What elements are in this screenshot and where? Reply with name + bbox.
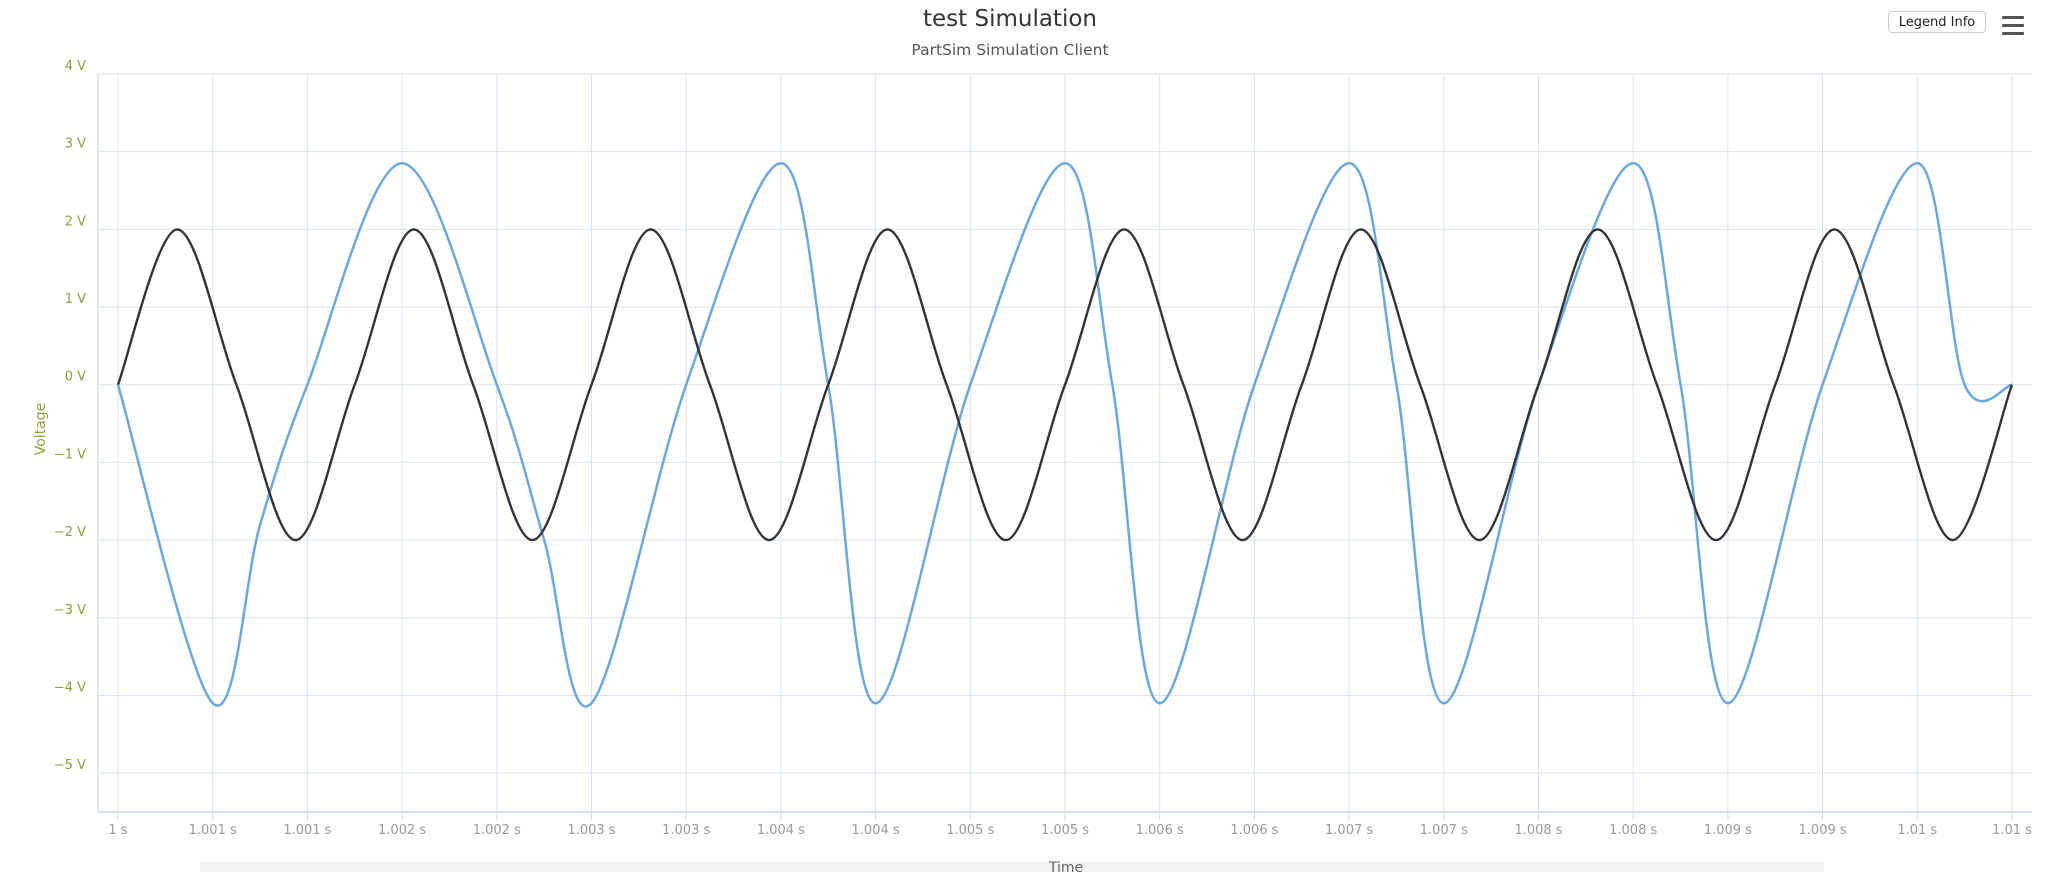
- hamburger-menu-icon[interactable]: [2000, 14, 2026, 38]
- x-tick-label: 1.002 s: [473, 823, 521, 838]
- x-tick-label: 1 s: [108, 823, 127, 838]
- x-tick-label: 1.01 s: [1897, 823, 1937, 838]
- y-tick-label: −2 V: [54, 525, 86, 540]
- x-tick-label: 1.009 s: [1799, 823, 1847, 838]
- x-tick-label: 1.008 s: [1609, 823, 1657, 838]
- x-tick-label: 1.003 s: [662, 823, 710, 838]
- y-tick-label: −5 V: [54, 758, 86, 773]
- y-tick-label: −4 V: [54, 680, 86, 695]
- x-tick-label: 1.005 s: [946, 823, 994, 838]
- x-tick-label: 1.009 s: [1704, 823, 1752, 838]
- x-tick-label: 1.01 s: [1992, 823, 2032, 838]
- x-tick-label: 1.001 s: [189, 823, 237, 838]
- x-tick-label: 1.001 s: [283, 823, 331, 838]
- y-tick-label: 1 V: [65, 292, 86, 307]
- x-tick-label: 1.005 s: [1041, 823, 1089, 838]
- y-axis-title: Voltage: [33, 403, 49, 456]
- y-tick-label: 2 V: [65, 214, 86, 229]
- x-tick-label: 1.004 s: [852, 823, 900, 838]
- y-tick-label: −3 V: [54, 603, 86, 618]
- y-tick-label: 0 V: [65, 370, 86, 385]
- y-tick-label: 3 V: [65, 137, 86, 152]
- x-tick-label: 1.006 s: [1230, 823, 1278, 838]
- x-tick-label: 1.008 s: [1514, 823, 1562, 838]
- series-line-2: [116, 228, 2014, 542]
- x-tick-label: 1.003 s: [567, 823, 615, 838]
- x-tick-label: 1.007 s: [1420, 823, 1468, 838]
- x-axis-title: Time: [1048, 860, 1084, 876]
- x-tick-label: 1.006 s: [1136, 823, 1184, 838]
- range-navigator[interactable]: [200, 862, 1824, 872]
- x-tick-label: 1.002 s: [378, 823, 426, 838]
- x-tick-label: 1.007 s: [1325, 823, 1373, 838]
- chart-title: test Simulation: [923, 6, 1097, 32]
- x-tick-label: 1.004 s: [757, 823, 805, 838]
- y-tick-label: 4 V: [65, 59, 86, 74]
- series-line-1: [116, 162, 2013, 708]
- y-tick-label: −1 V: [54, 447, 86, 462]
- chart-subtitle: PartSim Simulation Client: [911, 41, 1109, 59]
- legend-info-button[interactable]: Legend Info: [1888, 11, 1986, 33]
